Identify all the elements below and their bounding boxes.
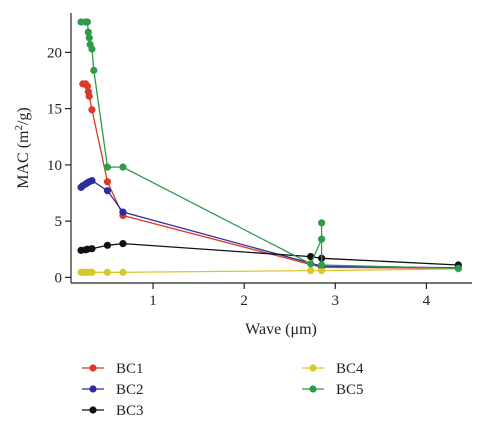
legend-label: BC2: [116, 382, 144, 398]
data-point: [119, 268, 127, 276]
data-point: [318, 235, 326, 243]
data-point: [83, 18, 92, 26]
x-tick-label: 3: [332, 293, 340, 309]
x-tick-label: 2: [240, 293, 248, 309]
plot-area: [77, 18, 462, 276]
data-point: [84, 28, 92, 36]
series-bc5: [77, 18, 462, 272]
data-point: [318, 267, 326, 275]
series-line: [80, 242, 459, 266]
data-point: [85, 34, 93, 42]
x-axis-title: Wave (μm): [245, 321, 317, 338]
data-point: [307, 267, 315, 275]
data-point: [103, 268, 112, 276]
y-axis: 0 5 10 15 20: [47, 13, 72, 286]
data-point: [119, 240, 127, 248]
y-tick-label: 10: [47, 158, 62, 174]
data-point: [88, 106, 96, 114]
legend-label: BC5: [336, 382, 364, 398]
x-tick-label: 4: [423, 293, 431, 309]
data-point: [103, 178, 112, 186]
x-tick-label: 1: [149, 293, 157, 309]
series-line: [81, 21, 459, 270]
data-point: [90, 66, 98, 74]
data-point: [88, 45, 96, 53]
data-point: [307, 260, 315, 268]
data-point: [119, 208, 127, 216]
y-tick-label: 20: [47, 45, 62, 61]
legend: BC1 BC2 BC3 BC4 BC5: [82, 361, 364, 419]
data-point: [103, 163, 112, 171]
series-bc2: [77, 177, 462, 272]
series-line: [80, 179, 459, 269]
legend-item-bc4: BC4: [302, 361, 364, 377]
legend-label: BC4: [336, 361, 364, 377]
legend-swatch-marker: [309, 364, 317, 372]
data-point: [103, 241, 112, 249]
data-point: [103, 187, 112, 195]
y-tick-label: 5: [55, 214, 63, 230]
series-bc4: [77, 265, 462, 276]
data-point: [88, 245, 96, 253]
series-bc3: [77, 240, 462, 269]
legend-label: BC1: [116, 361, 144, 377]
data-point: [83, 82, 92, 90]
legend-swatch-marker: [89, 406, 97, 414]
data-point: [318, 261, 326, 269]
legend-item-bc5: BC5: [302, 382, 364, 398]
legend-label: BC3: [116, 403, 144, 419]
legend-item-bc3: BC3: [82, 403, 144, 419]
data-point: [119, 163, 127, 171]
y-axis-title: MAC (m2/g): [13, 107, 32, 189]
legend-swatch-marker: [309, 385, 317, 393]
legend-item-bc2: BC2: [82, 382, 144, 398]
x-axis: 1 2 3 4: [71, 282, 472, 309]
legend-swatch-marker: [89, 364, 97, 372]
legend-swatch-marker: [89, 385, 97, 393]
series-line: [81, 268, 459, 273]
data-point: [454, 264, 462, 272]
y-tick-label: 0: [55, 270, 63, 286]
data-point: [88, 268, 96, 276]
y-tick-label: 15: [47, 102, 62, 118]
data-point: [88, 177, 96, 185]
data-point: [85, 92, 93, 100]
legend-item-bc1: BC1: [82, 361, 144, 377]
data-point: [318, 219, 326, 227]
